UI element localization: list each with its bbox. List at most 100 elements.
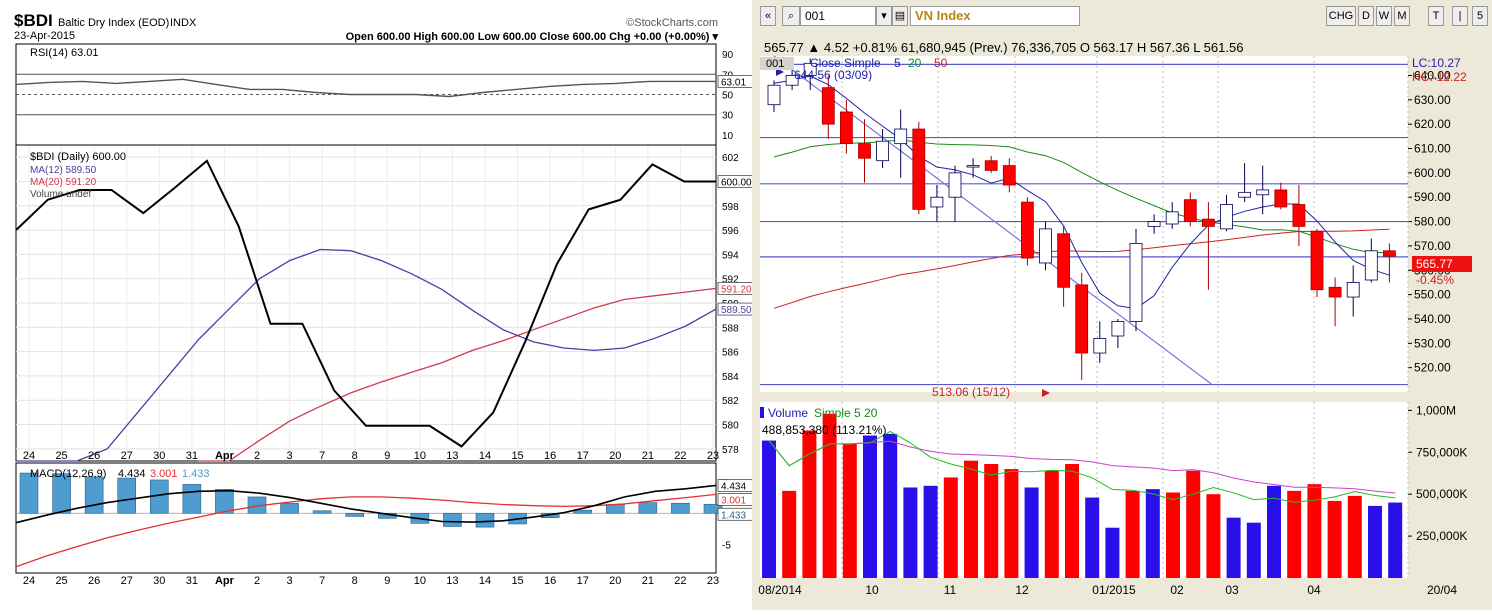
scroll-left-button[interactable]: « — [760, 6, 776, 26]
bdi-price-line — [15, 159, 716, 448]
vn-price-tick: 550.00 — [1414, 288, 1451, 302]
volume-bar — [1206, 494, 1221, 578]
macd-histogram-bar — [475, 512, 495, 528]
price-tick: 582 — [722, 396, 739, 407]
volume-bar — [782, 490, 797, 578]
vn-price-tick: 640.00 — [1414, 68, 1451, 82]
macd-x-tick-label: 13 — [446, 575, 458, 587]
x-tick-label: Apr — [215, 450, 235, 462]
volume-label: Volume — [768, 406, 808, 420]
vn-candle — [803, 62, 817, 76]
vn-candle — [1002, 165, 1016, 186]
price-tick: 578 — [722, 445, 739, 456]
macd-tick: -5 — [722, 541, 731, 552]
macd-x-tick-label: 15 — [511, 575, 523, 587]
vn-price-tick: 630.00 — [1414, 93, 1451, 107]
toolbar-extra-button[interactable]: | — [1452, 6, 1468, 26]
vn-price-tick: 530.00 — [1414, 336, 1451, 350]
macd-signal-line — [15, 493, 717, 568]
macd-x-tick-label: 23 — [707, 575, 719, 587]
symbol-list-icon[interactable]: ▤ — [892, 6, 908, 26]
vn-x-tick-label: 08/2014 — [758, 583, 802, 597]
volume-bar — [1388, 502, 1403, 578]
macd-line — [15, 484, 717, 524]
volume-bar — [1307, 484, 1322, 578]
vn-candle — [1129, 243, 1143, 322]
volume-bar — [1105, 527, 1120, 578]
ma12-line — [16, 248, 717, 462]
toolbar-more-button[interactable]: 5 — [1472, 6, 1488, 26]
symbol-input[interactable]: 001 — [800, 6, 876, 26]
macd-x-tick-label: 7 — [319, 575, 325, 587]
vn-candle — [1147, 221, 1161, 227]
close-tag: 600.00 — [721, 177, 752, 188]
vn-price-tick: 540.00 — [1414, 312, 1451, 326]
vn-candle — [1020, 201, 1034, 259]
vn-legend-ma50: 50 — [934, 56, 948, 70]
x-tick-label: 9 — [384, 450, 390, 462]
weekly-button[interactable]: W — [1376, 6, 1392, 26]
search-icon[interactable]: ⌕ — [782, 6, 800, 26]
vn-volume-tick: 250,000K — [1416, 529, 1467, 543]
bdi-title: $BDI — [14, 11, 53, 30]
symbol-dropdown-icon[interactable]: ▾ — [876, 6, 892, 26]
volume-bar — [802, 430, 817, 578]
macd-x-tick-label: 2 — [254, 575, 260, 587]
price-tick: 586 — [722, 348, 739, 359]
volume-bar — [1287, 490, 1302, 578]
macd-x-tick-label: 3 — [287, 575, 293, 587]
ma20-tag: 591.20 — [721, 284, 752, 295]
macd-histogram-bar — [312, 510, 332, 514]
volume-bar — [1166, 492, 1180, 578]
x-tick-label: 2 — [254, 450, 260, 462]
macd-x-tick-label: 16 — [544, 575, 556, 587]
x-tick-label: 8 — [352, 450, 358, 462]
tick-button[interactable]: T — [1428, 6, 1444, 26]
vn-ma50-line — [773, 228, 1390, 309]
macd-histogram-bar — [573, 509, 593, 514]
bdi-chart-panel: $BDI Baltic Dry Index (EOD) INDX 23-Apr-… — [0, 0, 755, 610]
ma20-line — [198, 287, 717, 462]
vn-x-tick-label: 01/2015 — [1092, 583, 1136, 597]
macd-histogram-bar — [182, 484, 202, 514]
price-tick: 584 — [722, 372, 739, 383]
hc-label: HC:-12.22 — [1412, 70, 1467, 84]
x-tick-label: 17 — [577, 450, 589, 462]
volume-value: 488,853,380 (113.21%) — [762, 423, 887, 437]
rsi-tick: 30 — [722, 111, 734, 122]
vn-candle — [948, 172, 962, 198]
macd-x-tick-label: 17 — [577, 575, 589, 587]
macd-histogram-bar — [84, 476, 104, 514]
vn-x-tick-label: 02 — [1170, 583, 1184, 597]
vn-price-tick: 600.00 — [1414, 166, 1451, 180]
macd-x-tick-label: 9 — [384, 575, 390, 587]
bdi-subtitle: Baltic Dry Index (EOD) — [58, 17, 169, 29]
macd-x-tick-label: 24 — [23, 575, 35, 587]
monthly-button[interactable]: M — [1394, 6, 1410, 26]
vn-price-tick: 620.00 — [1414, 117, 1451, 131]
vn-candle — [876, 140, 889, 162]
vn-price-tick: 570.00 — [1414, 239, 1451, 253]
rsi-tick: 90 — [722, 50, 734, 61]
vn-volume-tick: 750,000K — [1416, 445, 1467, 459]
macd-x-tick-label: 20 — [609, 575, 621, 587]
chg-button[interactable]: CHG — [1326, 6, 1356, 26]
vn-x-tick-label: 20/04 — [1427, 583, 1457, 597]
rsi-tick: 10 — [722, 131, 734, 142]
chart-code: 001 — [766, 58, 784, 70]
volume-bar — [1226, 517, 1241, 578]
volume-bar — [863, 435, 877, 578]
x-tick-label: 23 — [707, 450, 719, 462]
volume-legend: Simple 5 20 — [814, 406, 878, 420]
vn-candle — [1220, 204, 1233, 230]
macd-histogram-bar — [671, 502, 690, 514]
vn-x-tick-label: 10 — [865, 583, 879, 597]
x-tick-label: 25 — [55, 450, 67, 462]
daily-button[interactable]: D — [1358, 6, 1374, 26]
macd-x-tick-label: 26 — [88, 575, 100, 587]
vn-price-tick: 590.00 — [1414, 190, 1451, 204]
macd-x-tick-label: 27 — [121, 575, 133, 587]
low-marker-icon — [1042, 389, 1050, 397]
macd-histogram-bar — [215, 489, 234, 514]
x-tick-label: 31 — [186, 450, 198, 462]
